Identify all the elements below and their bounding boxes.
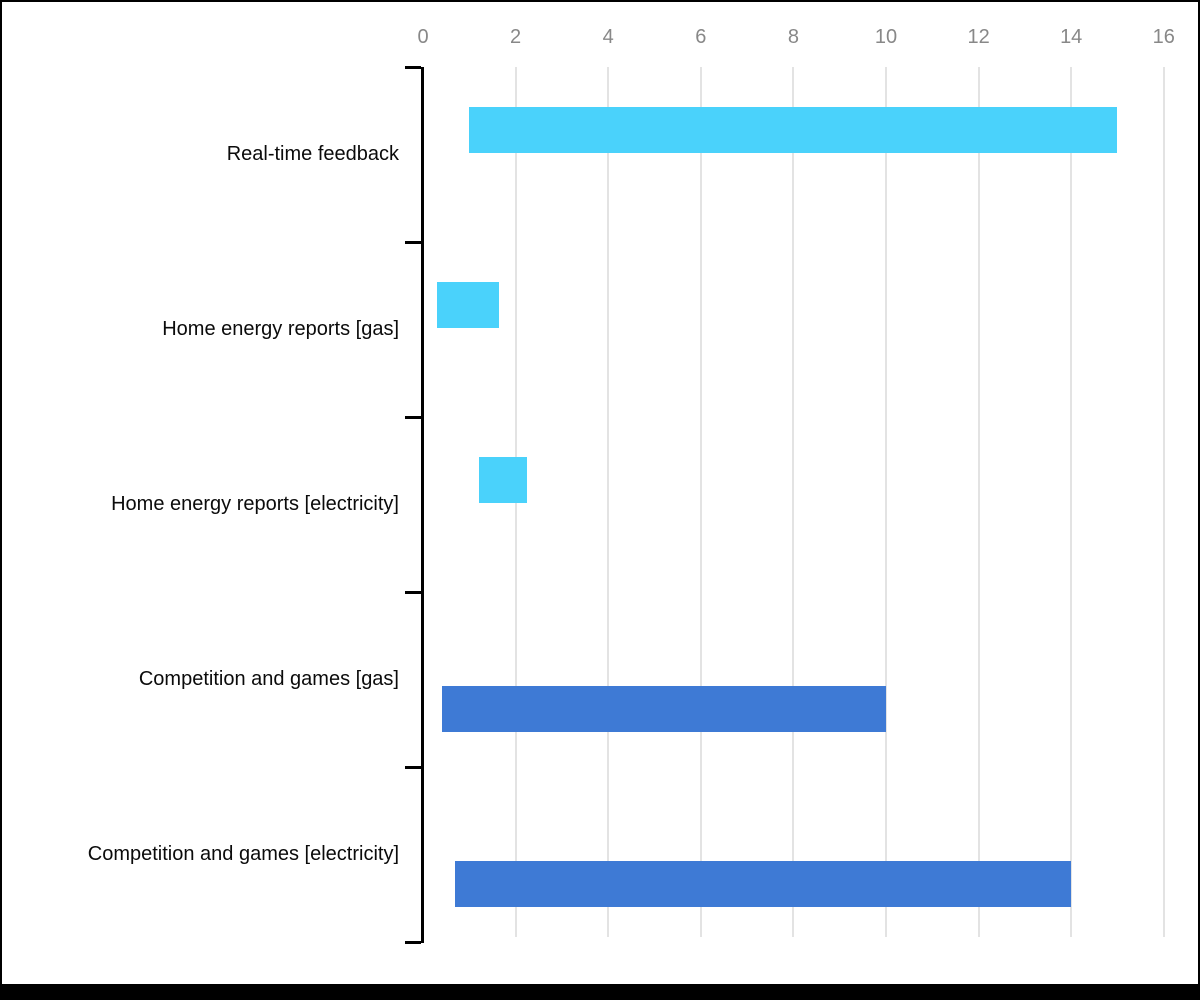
bar-competition-and-games-gas[interactable] [441, 686, 886, 732]
x-axis-tick-label: 16 [1152, 26, 1175, 48]
gridline [1070, 67, 1073, 937]
category-label: Home energy reports [electricity] [111, 493, 399, 515]
category-label: Competition and games [gas] [138, 668, 399, 690]
y-axis-tick [405, 941, 421, 944]
category-label: Home energy reports [gas] [162, 318, 399, 340]
category-label: Competition and games [electricity] [87, 843, 399, 865]
bar-home-energy-reports-gas[interactable] [436, 282, 500, 328]
x-axis-tick-label: 0 [417, 26, 429, 48]
y-axis-tick [405, 766, 421, 769]
category-label: Real-time feedback [226, 143, 399, 165]
bar-real-time-feedback[interactable] [469, 107, 1118, 153]
bottom-black-bar [2, 984, 1198, 998]
x-axis-tick-label: 6 [695, 26, 707, 48]
y-axis-tick [405, 591, 421, 594]
y-axis-tick [405, 416, 421, 419]
gridline [1162, 67, 1165, 937]
x-axis-tick-label: 14 [1060, 26, 1083, 48]
x-axis-tick-label: 2 [510, 26, 522, 48]
gridline [885, 67, 887, 937]
x-axis-tick-label: 4 [602, 26, 614, 48]
gridline [607, 67, 610, 937]
y-axis-tick [405, 66, 421, 69]
y-axis-line [421, 67, 424, 943]
y-axis-tick [405, 241, 421, 244]
gridline [792, 67, 795, 937]
gridline [699, 67, 702, 937]
x-axis-tick-label: 10 [874, 26, 898, 48]
x-axis-tick-label: 8 [787, 26, 799, 48]
gridline [977, 67, 980, 937]
bar-competition-and-games-electricity[interactable] [455, 861, 1072, 907]
x-axis-tick-label: 12 [967, 26, 990, 48]
bar-home-energy-reports-electricity[interactable] [478, 457, 528, 503]
